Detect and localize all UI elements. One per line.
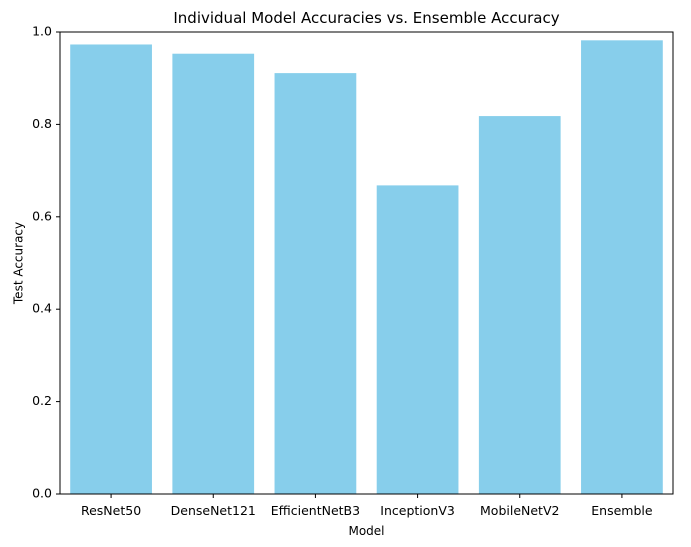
x-tick-label: InceptionV3 bbox=[380, 503, 455, 518]
x-tick-label: MobileNetV2 bbox=[480, 503, 559, 518]
y-tick-label: 0.2 bbox=[32, 393, 52, 408]
y-tick-label: 0.4 bbox=[32, 301, 52, 316]
bars-group bbox=[70, 40, 663, 495]
chart-title: Individual Model Accuracies vs. Ensemble… bbox=[173, 9, 559, 27]
x-axis: ResNet50 DenseNet121 EfficientNetB3 Incepti… bbox=[81, 494, 653, 518]
y-tick-label: 1.0 bbox=[32, 24, 52, 39]
bar-ensemble bbox=[581, 40, 663, 494]
bar-mobilenetv2 bbox=[478, 116, 561, 495]
bar-efficientnetb3 bbox=[274, 73, 357, 495]
x-tick-label: Ensemble bbox=[591, 503, 653, 518]
x-tick-label: ResNet50 bbox=[81, 503, 141, 518]
y-tick-label: 0.0 bbox=[32, 486, 52, 501]
x-tick-label: EfficientNetB3 bbox=[271, 503, 360, 518]
y-axis: 0.0 0.2 0.4 0.6 0.8 1.0 bbox=[32, 24, 60, 501]
x-tick-label: DenseNet121 bbox=[171, 503, 256, 518]
y-axis-label: Test Accuracy bbox=[12, 222, 26, 305]
x-axis-label: Model bbox=[348, 524, 384, 538]
bar-resnet50 bbox=[70, 44, 152, 494]
bar-inceptionv3 bbox=[376, 185, 459, 494]
y-tick-label: 0.6 bbox=[32, 208, 52, 223]
bar-densenet121 bbox=[172, 53, 255, 495]
plot-frame bbox=[59, 31, 674, 495]
y-tick-label: 0.8 bbox=[32, 116, 52, 131]
